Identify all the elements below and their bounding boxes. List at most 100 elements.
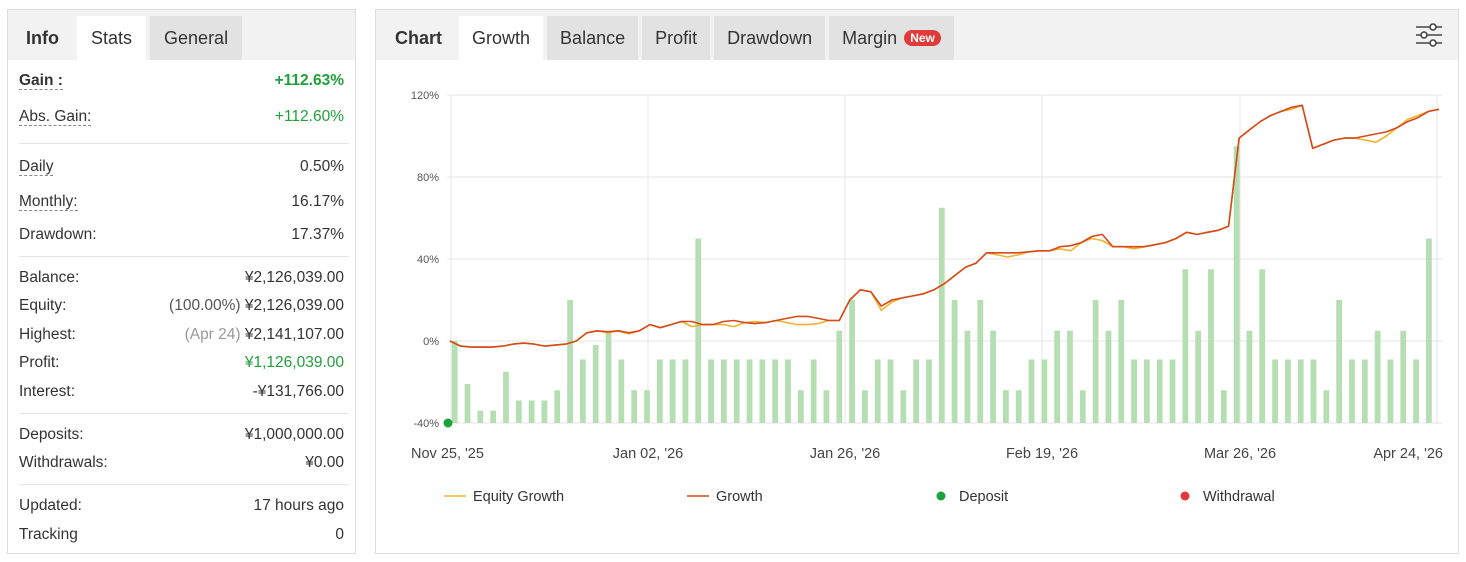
drawdown-value: 17.37%	[291, 226, 344, 243]
profit-label: Profit:	[19, 354, 60, 371]
daily-bar	[1272, 359, 1278, 423]
tab-chart[interactable]: Chart	[395, 27, 443, 48]
balance-value: ¥2,126,039.00	[244, 269, 344, 286]
highest-label: Highest:	[19, 326, 76, 343]
tab-drawdown[interactable]: Drawdown	[714, 16, 826, 60]
daily-bar	[477, 410, 484, 423]
daily-bar	[1182, 269, 1189, 423]
daily-bar	[990, 330, 996, 423]
daily-bar	[810, 359, 817, 423]
profit-row: Profit: ¥1,126,039.00	[19, 352, 344, 374]
x-tick-label: Jan 26, '26	[810, 446, 881, 462]
abs-gain-row: Abs. Gain: +112.60%	[19, 106, 344, 128]
deposit-marker	[443, 418, 453, 428]
daily-value: 0.50%	[300, 158, 344, 175]
divider	[19, 413, 349, 414]
tab-profit[interactable]: Profit	[642, 16, 711, 60]
daily-bar	[1323, 390, 1330, 423]
tab-stats[interactable]: Stats	[77, 16, 147, 60]
daily-bar	[1195, 330, 1202, 423]
tab-general[interactable]: General	[150, 16, 243, 60]
monthly-value: 16.17%	[291, 193, 344, 210]
daily-bar	[1003, 390, 1009, 423]
daily-bar	[1054, 330, 1061, 423]
balance-label: Balance:	[19, 269, 80, 286]
daily-bar	[682, 359, 689, 423]
legend-equity-growth: Equity Growth	[473, 489, 564, 505]
monthly-label[interactable]: Monthly:	[19, 193, 78, 211]
x-tick-label: Nov 25, '25	[411, 446, 484, 462]
tracking-value: 0	[335, 526, 344, 543]
sliders-icon[interactable]	[1414, 20, 1444, 50]
gain-label[interactable]: Gain :	[19, 72, 63, 90]
abs-gain-label[interactable]: Abs. Gain:	[19, 108, 92, 126]
divider	[19, 484, 349, 485]
daily-bar	[567, 300, 573, 423]
daily-bar	[913, 359, 920, 423]
daily-bar	[1310, 359, 1317, 423]
daily-bar	[1067, 330, 1073, 423]
daily-bar	[1041, 359, 1048, 423]
daily-bar	[1156, 359, 1163, 423]
daily-bar	[490, 410, 497, 423]
equity-row: Equity: (100.00%) ¥2,126,039.00	[19, 295, 344, 317]
tab-info[interactable]: Info	[26, 27, 59, 48]
equity-percent: (100.00%)	[169, 297, 241, 314]
highest-value-wrap: (Apr 24) ¥2,141,107.00	[185, 326, 344, 344]
daily-label[interactable]: Daily	[19, 158, 54, 176]
equity-value-wrap: (100.00%) ¥2,126,039.00	[169, 297, 344, 315]
drawdown-label: Drawdown:	[19, 226, 97, 243]
drawdown-row: Drawdown: 17.37%	[19, 224, 344, 246]
daily-bar	[1259, 269, 1266, 423]
daily-bar	[1426, 238, 1432, 423]
withdrawals-label: Withdrawals:	[19, 454, 108, 471]
x-tick-label: Apr 24, '26	[1373, 446, 1443, 462]
growth-chart: 120% 80% 40% 0% -40% Nov 25, '25 Jan 02, '26 Ja…	[411, 90, 1443, 505]
daily-bar	[746, 359, 753, 423]
divider	[19, 143, 349, 144]
daily-bar	[785, 359, 791, 423]
daily-bar	[656, 359, 663, 423]
daily-bar	[938, 207, 945, 423]
balance-row: Balance: ¥2,126,039.00	[19, 267, 344, 289]
abs-gain-value: +112.60%	[274, 108, 344, 125]
daily-row: Daily 0.50%	[19, 156, 344, 178]
deposits-value: ¥1,000,000.00	[244, 426, 344, 443]
updated-row: Updated: 17 hours ago	[19, 495, 344, 517]
gain-value: +112.63%	[274, 72, 344, 89]
daily-bar	[1361, 359, 1368, 423]
profit-value: ¥1,126,039.00	[244, 354, 344, 371]
chart-tabbar: Chart Growth Balance Profit Drawdown Mar…	[376, 10, 1458, 60]
equity-label: Equity:	[19, 297, 67, 314]
daily-bar	[503, 371, 509, 423]
daily-bar	[887, 359, 894, 423]
daily-bar	[541, 400, 548, 423]
daily-bar	[1015, 390, 1022, 423]
tab-margin[interactable]: Margin New	[829, 16, 954, 60]
deposits-label: Deposits:	[19, 426, 84, 443]
daily-bar	[874, 359, 881, 423]
withdrawals-value: ¥0.00	[305, 454, 344, 471]
new-badge: New	[904, 30, 941, 46]
daily-bar	[631, 390, 638, 423]
tab-growth[interactable]: Growth	[459, 16, 544, 60]
highest-date: (Apr 24)	[184, 326, 241, 343]
x-tick-label: Mar 26, '26	[1204, 446, 1276, 462]
daily-bar	[1144, 359, 1150, 423]
daily-bar	[1246, 330, 1253, 423]
daily-bar	[926, 359, 932, 423]
withdrawals-row: Withdrawals: ¥0.00	[19, 452, 344, 474]
daily-bar	[605, 330, 612, 423]
daily-bar	[849, 300, 855, 423]
x-tick-label: Jan 02, '26	[613, 446, 684, 462]
tab-balance[interactable]: Balance	[547, 16, 639, 60]
chart-panel: Chart Growth Balance Profit Drawdown Mar…	[375, 9, 1459, 554]
daily-bar	[823, 390, 830, 423]
tracking-row: Tracking 0	[19, 524, 344, 546]
daily-bar	[1349, 359, 1355, 423]
equity-value: ¥2,126,039.00	[244, 297, 344, 314]
daily-bar	[451, 341, 458, 423]
interest-value: -¥131,766.00	[252, 383, 344, 400]
daily-bar	[836, 330, 843, 423]
daily-bar	[759, 359, 766, 423]
